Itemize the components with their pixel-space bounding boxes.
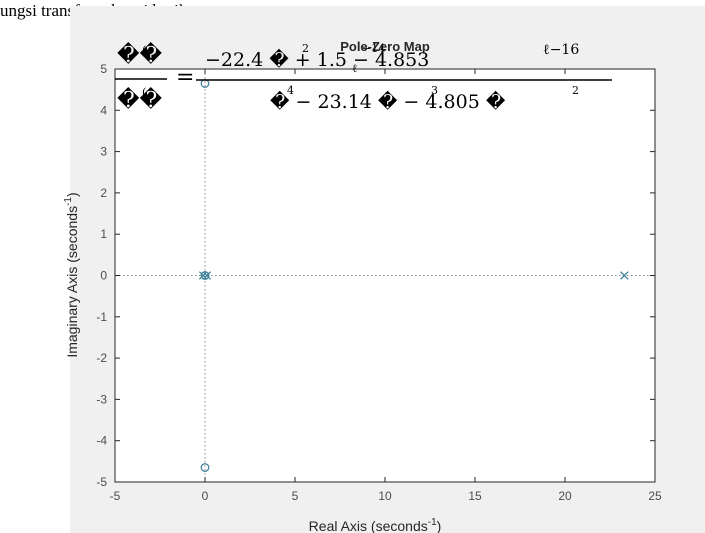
equation-lhs-top: ��	[117, 42, 163, 68]
equation-numerator-tail-sup: ℓ−16	[543, 42, 579, 58]
equation-denominator: � − 23.14 � − 4.805 �	[270, 90, 506, 113]
y-tick-label: 3	[100, 145, 107, 159]
y-tick-label: 1	[100, 227, 107, 241]
y-tick-label: 2	[100, 186, 107, 200]
y-tick-label: -1	[96, 310, 107, 324]
y-tick-labels: -5 -4 -3 -2 -1 0 1 2 3 4 5	[96, 62, 107, 489]
x-tick-label: 25	[648, 489, 662, 503]
pole-marker	[620, 271, 629, 280]
equation-lhs-bottom-sup: (	[142, 86, 146, 99]
equation-numerator: −22.4 � + 1.5 − 4.853	[205, 48, 429, 71]
pole-marker	[198, 271, 208, 280]
y-axis-label-exponent: -1	[63, 197, 74, 206]
y-tick-label: 5	[100, 62, 107, 76]
x-tick-label: -5	[110, 489, 121, 503]
pole-marker-stroke	[198, 271, 208, 280]
transfer-function-equation: �� ( �� ( = −22.4 � + 1.5 − 4.853 2 ℓ −1…	[115, 42, 612, 113]
x-axis-label-text: Real Axis (seconds	[309, 518, 428, 533]
x-axis-label-close: )	[437, 518, 442, 533]
y-tick-label: -4	[96, 434, 107, 448]
x-tick-labels: -5 0 5 10 15 20 25	[110, 489, 662, 503]
y-tick-label: -2	[96, 351, 107, 365]
pole-marker-stroke	[202, 271, 212, 280]
y-tick-label: -5	[96, 475, 107, 489]
reference-lines	[115, 69, 655, 482]
pole-marker	[202, 271, 212, 280]
plot-frame	[114, 68, 656, 483]
x-axis-label: Real Axis (seconds-1)	[309, 517, 442, 533]
y-axis-label: Imaginary Axis (seconds-1)	[63, 192, 80, 357]
pole-marker-stroke	[620, 271, 629, 280]
chart-title: Pole-Zero Map	[340, 39, 430, 54]
zero-marker	[200, 271, 210, 280]
y-tick-label: 4	[100, 103, 107, 117]
y-tick-label: 0	[100, 269, 107, 283]
equation-numerator-sup-a: 2	[302, 42, 309, 55]
equation-numerator-sup-c: −14	[362, 42, 385, 55]
pole-zero-markers	[198, 79, 629, 472]
x-tick-label: 5	[292, 489, 299, 503]
x-tick-label: 15	[468, 489, 482, 503]
equation-denominator-sup-c: 2	[572, 84, 579, 97]
equation-lhs-top-sup: (	[142, 44, 146, 57]
x-axis-label-exponent: -1	[428, 517, 437, 528]
equation-denominator-sup-b: 3	[431, 84, 438, 97]
equation-denominator-sup-a: 4	[287, 84, 294, 97]
y-axis-label-close: )	[64, 192, 80, 197]
y-tick-label: -3	[96, 392, 107, 406]
equation-equals: =	[176, 65, 194, 90]
zero-marker	[200, 463, 210, 472]
x-tick-label: 20	[558, 489, 572, 503]
y-axis-label-text: Imaginary Axis (seconds	[64, 206, 80, 358]
x-tick-label: 0	[202, 489, 209, 503]
equation-lhs-bottom: ��	[117, 87, 163, 113]
x-tick-label: 10	[378, 489, 392, 503]
equation-numerator-sup-b: ℓ	[352, 62, 357, 75]
